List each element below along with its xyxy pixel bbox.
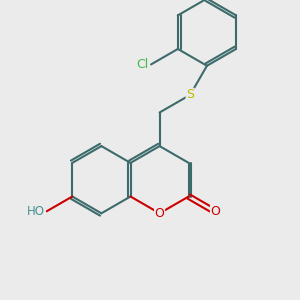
Text: O: O: [155, 207, 164, 220]
Text: O: O: [211, 206, 220, 218]
Text: HO: HO: [27, 205, 45, 218]
Text: Cl: Cl: [136, 58, 148, 71]
Text: S: S: [186, 88, 194, 101]
